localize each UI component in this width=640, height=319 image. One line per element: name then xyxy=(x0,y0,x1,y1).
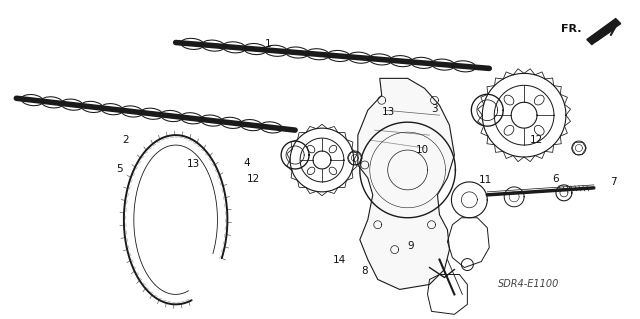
Text: 12: 12 xyxy=(530,136,543,145)
Text: 13: 13 xyxy=(188,159,200,169)
Text: 14: 14 xyxy=(333,255,346,264)
Text: 6: 6 xyxy=(552,174,559,183)
Text: 2: 2 xyxy=(122,136,129,145)
Text: FR.: FR. xyxy=(561,24,582,33)
Text: 5: 5 xyxy=(116,164,123,174)
Text: 9: 9 xyxy=(407,241,414,251)
Polygon shape xyxy=(358,78,454,289)
Text: 12: 12 xyxy=(246,174,260,183)
Text: 10: 10 xyxy=(415,145,429,155)
Text: 4: 4 xyxy=(243,158,250,168)
Text: 8: 8 xyxy=(362,266,368,276)
Text: 1: 1 xyxy=(264,39,271,48)
Text: 11: 11 xyxy=(479,175,492,185)
Text: SDR4-E1100: SDR4-E1100 xyxy=(499,279,560,289)
Text: 13: 13 xyxy=(382,107,396,117)
Text: 7: 7 xyxy=(610,177,616,187)
Polygon shape xyxy=(587,19,621,45)
Text: 3: 3 xyxy=(431,104,438,114)
